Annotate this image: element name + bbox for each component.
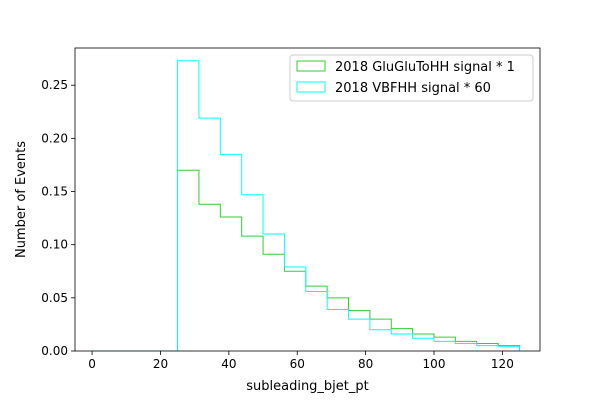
x-tick-label: 60 — [290, 357, 305, 371]
y-tick-label: 0.25 — [41, 78, 68, 92]
legend: 2018 GluGluToHH signal * 1 2018 VBFHH si… — [289, 54, 534, 102]
x-tick-label: 100 — [423, 357, 446, 371]
x-axis-ticks: 0 20 40 60 80 100 120 — [88, 351, 514, 371]
y-axis-ticks: 0.00 0.05 0.10 0.15 0.20 0.25 — [41, 78, 75, 358]
x-tick-label: 80 — [358, 357, 373, 371]
x-tick-label: 0 — [88, 357, 96, 371]
y-tick-label: 0.05 — [41, 291, 68, 305]
y-tick-label: 0.20 — [41, 131, 68, 145]
legend-label-vbfhh: 2018 VBFHH signal * 60 — [335, 81, 491, 96]
series-layer — [92, 60, 520, 351]
x-tick-label: 40 — [221, 357, 236, 371]
x-axis-label: subleading_bjet_pt — [246, 379, 369, 394]
plot-frame — [74, 47, 541, 352]
legend-label-glugluhh: 2018 GluGluToHH signal * 1 — [335, 60, 515, 75]
x-tick-label: 120 — [491, 357, 514, 371]
x-tick-label: 20 — [153, 357, 168, 371]
y-tick-label: 0.15 — [41, 185, 68, 199]
y-tick-label: 0.10 — [41, 238, 68, 252]
legend-box — [289, 54, 534, 102]
legend-swatch-vbfhh — [296, 81, 326, 93]
histogram-series-2 — [92, 60, 520, 351]
y-axis-label: Number of Events — [14, 141, 29, 258]
legend-swatch-glugluhh — [296, 60, 326, 72]
y-tick-label: 0.00 — [41, 344, 68, 358]
